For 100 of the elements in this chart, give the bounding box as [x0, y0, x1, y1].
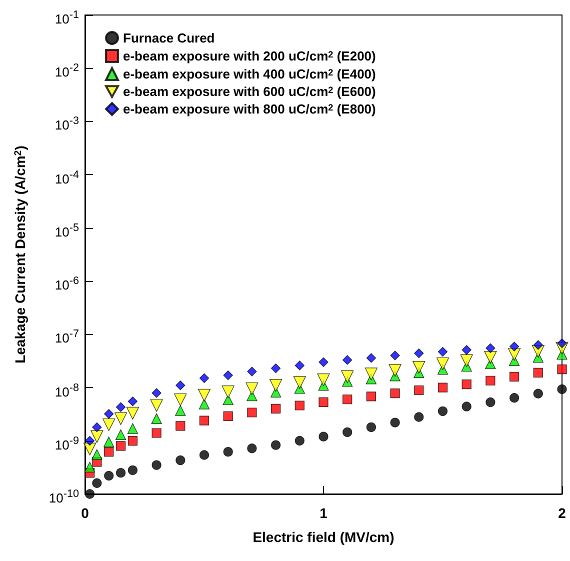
point: [366, 422, 376, 432]
point: [366, 392, 376, 402]
y-tick-label: 10$^{-5}$: [54, 220, 79, 240]
point: [462, 380, 472, 390]
point: [247, 408, 257, 418]
point: [104, 409, 114, 419]
point: [414, 385, 424, 396]
point: [533, 340, 543, 350]
y-tick-label: 10$^{-7}$: [54, 327, 79, 346]
point: [92, 449, 102, 460]
point: [150, 399, 163, 412]
point: [484, 351, 497, 364]
point: [533, 368, 543, 378]
y-tick-label: 10$^{-9}$: [54, 434, 79, 452]
y-tick-label: 10$^{-1}$: [54, 8, 79, 26]
point: [104, 436, 114, 448]
point: [414, 412, 424, 422]
point: [223, 411, 233, 421]
point: [412, 361, 426, 374]
point: [293, 376, 306, 389]
point: [174, 393, 187, 406]
y-axis-title: Leakage Current Density (A/cm2): [12, 146, 28, 364]
point: [388, 364, 402, 377]
point: [127, 423, 138, 434]
y-tick-label: 10$^{-10}$: [48, 487, 79, 506]
point: [318, 397, 328, 408]
point: [198, 388, 211, 402]
point: [176, 380, 186, 390]
point: [486, 343, 496, 353]
point: [271, 364, 281, 374]
point: [557, 364, 567, 374]
point: [126, 406, 139, 420]
point: [90, 430, 104, 443]
point: [222, 386, 234, 398]
point: [128, 396, 138, 406]
point: [223, 447, 233, 457]
point: [438, 346, 448, 357]
point: [84, 436, 95, 446]
y-tick-label: 10$^{-3}$: [54, 114, 79, 133]
point: [364, 368, 378, 380]
point: [152, 388, 162, 398]
point: [115, 429, 126, 440]
point: [114, 412, 128, 425]
point: [438, 382, 448, 392]
point: [486, 376, 496, 386]
point: [294, 400, 304, 410]
point: [271, 404, 281, 414]
point: [390, 388, 400, 398]
point: [341, 370, 354, 383]
point: [128, 436, 138, 446]
point: [84, 489, 95, 499]
point: [318, 432, 328, 442]
point: [462, 402, 472, 412]
point: [246, 382, 258, 396]
point: [104, 447, 114, 457]
point: [294, 436, 304, 446]
point: [510, 372, 520, 382]
y-tick-label: 10$^{-6}$: [54, 274, 79, 292]
point: [557, 384, 567, 394]
x-axis-title: Electric field (MV/cm): [252, 529, 394, 545]
point: [462, 345, 472, 355]
x-tick-label: 0: [81, 505, 90, 521]
y-tick-label: 10$^{-8}$: [54, 380, 79, 399]
point: [438, 406, 448, 416]
point: [533, 388, 543, 398]
point: [390, 350, 400, 360]
point: [294, 360, 304, 370]
point: [198, 398, 210, 410]
point: [390, 418, 400, 428]
point: [199, 450, 210, 460]
point: [116, 402, 126, 412]
point: [152, 460, 162, 470]
point: [342, 355, 352, 365]
x-tick-label: 1: [320, 505, 328, 521]
point: [116, 441, 126, 451]
point: [222, 394, 234, 406]
y-tick-label: 10$^{-2}$: [54, 61, 79, 80]
point: [317, 373, 330, 386]
point: [223, 370, 233, 380]
point: [152, 428, 162, 438]
legend-label: Furnace Cured: [123, 30, 215, 46]
point: [486, 397, 496, 408]
point: [102, 418, 116, 432]
point: [436, 357, 450, 370]
point: [460, 354, 473, 367]
point: [176, 421, 186, 431]
point: [510, 393, 520, 403]
point: [510, 342, 520, 352]
point: [247, 444, 257, 454]
point: [84, 462, 96, 472]
x-tick-label: 2: [558, 505, 566, 521]
point: [557, 338, 567, 348]
point: [270, 379, 282, 392]
point: [199, 416, 210, 426]
point: [271, 440, 281, 450]
point: [92, 422, 102, 432]
point: [318, 357, 328, 367]
point: [92, 478, 102, 488]
point: [342, 427, 352, 437]
point: [247, 366, 257, 376]
